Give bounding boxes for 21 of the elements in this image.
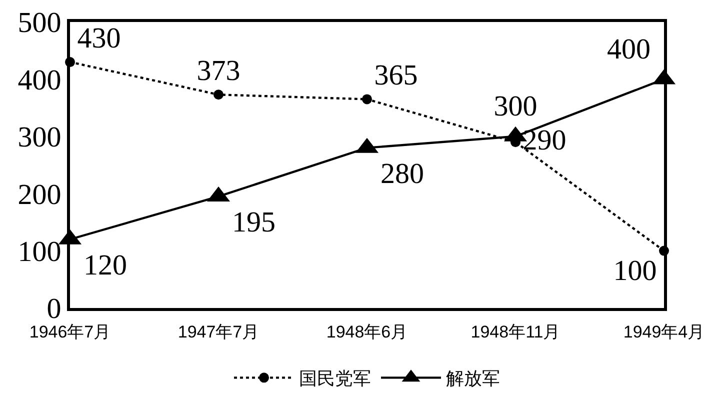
legend-label: 国民党军	[299, 368, 371, 389]
data-label: 280	[380, 158, 424, 190]
data-label: 300	[494, 90, 538, 123]
data-label: 373	[196, 55, 240, 88]
y-tick-label: 400	[18, 64, 62, 96]
y-tick-label: 300	[18, 122, 62, 154]
data-label: 195	[232, 206, 276, 239]
data-label: 365	[374, 60, 418, 92]
legend-label: 解放军	[446, 368, 500, 389]
data-label: 120	[84, 250, 127, 282]
data-label: 100	[613, 254, 657, 287]
y-tick-label: 200	[18, 178, 62, 211]
x-tick-label: 1949年4月	[623, 322, 705, 342]
x-tick-label: 1948年6月	[326, 322, 408, 342]
data-label: 400	[607, 33, 650, 66]
data-label: 290	[522, 124, 566, 156]
data-label: 430	[77, 22, 121, 55]
y-tick-label: 100	[18, 236, 62, 268]
y-tick-label: 500	[18, 7, 62, 40]
x-tick-label: 1948年11月	[470, 322, 560, 342]
x-tick-label: 1947年7月	[178, 322, 260, 342]
